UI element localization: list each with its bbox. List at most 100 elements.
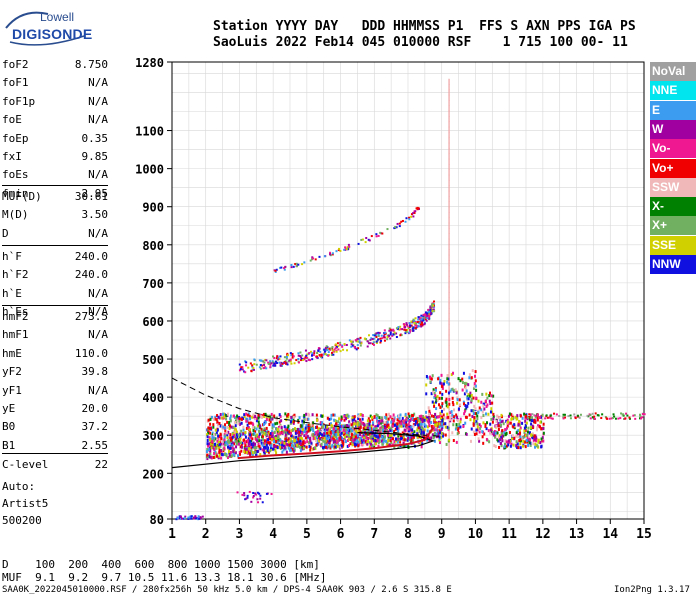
echo-point — [260, 427, 263, 431]
echo-point — [524, 428, 527, 432]
echo-point — [363, 436, 366, 440]
echo-point — [481, 435, 484, 439]
echo-point — [435, 399, 438, 403]
echo-point — [396, 427, 399, 431]
echo-point — [209, 438, 212, 442]
second-hop-point — [412, 329, 415, 332]
fof2-marker-dash — [448, 366, 450, 373]
echo-point — [234, 440, 237, 444]
echo-point — [493, 435, 496, 439]
echo-point — [434, 396, 437, 400]
echo-point — [430, 392, 433, 396]
second-hop-point — [429, 312, 432, 315]
echo-point — [229, 419, 232, 423]
echo-point — [374, 439, 377, 443]
fof2-marker-dash — [448, 222, 450, 229]
fof2-marker-dash — [448, 286, 450, 293]
echo-point — [438, 435, 441, 439]
echo-point — [220, 452, 223, 456]
echo-point — [564, 416, 567, 419]
echo-point — [307, 426, 310, 430]
echo-point — [246, 439, 249, 443]
echo-point — [500, 413, 503, 417]
echo-point — [533, 437, 536, 441]
echo-point — [448, 438, 451, 442]
second-hop-point — [377, 338, 380, 341]
echo-point — [328, 417, 331, 421]
echo-point — [383, 423, 386, 427]
third-hop-point — [386, 228, 389, 231]
second-hop-point — [259, 364, 262, 367]
echo-point — [359, 433, 362, 437]
echo-point — [233, 434, 236, 438]
echo-point — [452, 423, 455, 427]
echo-point — [231, 414, 234, 418]
echo-point — [240, 429, 243, 433]
echo-point — [316, 418, 319, 422]
echo-point — [428, 437, 431, 441]
echo-point — [222, 449, 225, 453]
echo-point — [331, 429, 334, 433]
echo-point — [226, 436, 229, 440]
second-hop-point — [389, 333, 392, 336]
logo-digisonde: DIGISONDE — [12, 26, 93, 42]
echo-point — [441, 422, 444, 426]
echo-point — [212, 455, 215, 459]
echo-point — [600, 417, 603, 420]
echo-point — [516, 414, 519, 418]
echo-point — [446, 412, 449, 416]
echo-point — [345, 414, 348, 418]
echo-point — [480, 408, 483, 412]
second-hop-point — [409, 329, 412, 332]
second-hop-point — [371, 342, 374, 345]
param-separator — [2, 185, 108, 186]
echo-point — [478, 423, 481, 427]
echo-point — [423, 435, 426, 439]
echo-point — [224, 429, 227, 433]
x-tick-label: 10 — [468, 527, 484, 542]
echo-point — [422, 431, 425, 435]
second-hop-point — [305, 354, 308, 357]
echo-point — [281, 431, 284, 435]
echo-point — [242, 428, 245, 432]
fof2-marker-dash — [448, 387, 450, 394]
echo-point — [621, 413, 624, 416]
echo-point — [276, 446, 279, 450]
echo-point — [482, 441, 485, 445]
echo-point — [401, 417, 404, 421]
echo-point — [339, 427, 342, 431]
echo-point — [473, 382, 476, 386]
echo-point — [288, 430, 291, 434]
echo-point — [362, 440, 365, 444]
second-hop-point — [358, 340, 361, 343]
echo-point — [514, 415, 517, 419]
echo-point — [335, 439, 338, 443]
echo-point — [263, 439, 266, 443]
echo-point — [304, 428, 307, 432]
echo-point — [395, 439, 398, 443]
echo-point — [290, 434, 293, 438]
echo-point — [469, 439, 472, 443]
echo-point — [227, 449, 230, 453]
echo-point — [387, 417, 390, 421]
echo-point — [410, 425, 413, 429]
third-hop-point — [338, 247, 341, 250]
echo-point — [518, 428, 521, 432]
echo-point — [228, 446, 231, 450]
echo-point — [271, 431, 274, 435]
echo-point — [322, 439, 325, 443]
echo-point — [305, 424, 308, 428]
echo-point — [261, 448, 264, 452]
echo-point — [359, 413, 362, 417]
echo-point — [419, 416, 422, 420]
echo-point — [268, 423, 271, 427]
echo-point — [349, 422, 352, 426]
echo-point — [287, 424, 290, 428]
echo-point — [360, 438, 363, 442]
echo-point — [562, 416, 565, 419]
second-hop-point — [263, 363, 266, 366]
echo-point — [399, 434, 402, 438]
param-name: hmF1 — [2, 328, 29, 342]
echo-point — [285, 450, 288, 454]
echo-point — [256, 439, 259, 443]
